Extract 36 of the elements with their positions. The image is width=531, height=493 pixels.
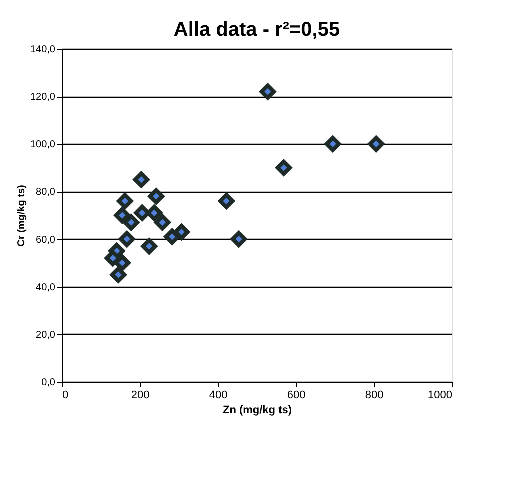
point xyxy=(230,231,248,248)
y-tick-label: 40,0 xyxy=(36,282,56,294)
point xyxy=(164,228,180,246)
x-tick-label: 200 xyxy=(131,390,150,402)
point xyxy=(114,207,131,224)
y-tick-label: 120,0 xyxy=(30,92,56,104)
point xyxy=(218,193,235,210)
y-tick-label: 100,0 xyxy=(30,140,56,151)
y-tick-label: 140,0 xyxy=(30,44,56,56)
point xyxy=(174,224,190,240)
point xyxy=(141,238,158,255)
point xyxy=(324,136,342,152)
x-tick-label: 400 xyxy=(209,390,228,402)
point xyxy=(148,188,165,205)
point xyxy=(260,84,276,100)
y-axis-title: Cr (mg/kg ts) xyxy=(16,185,28,247)
point xyxy=(276,160,292,176)
y-tick-label: 80,0 xyxy=(36,187,56,198)
y-tick-label: 60,0 xyxy=(36,234,56,246)
x-tick-label: 0 xyxy=(62,390,69,402)
x-tick-label: 600 xyxy=(287,390,306,402)
point xyxy=(146,204,163,222)
point xyxy=(119,231,136,248)
chart-title: Alla data - r²=0,55 xyxy=(174,19,340,41)
x-tick-label: 1000 xyxy=(428,390,452,402)
point xyxy=(154,214,171,231)
point xyxy=(133,172,150,188)
point xyxy=(123,214,140,231)
y-tick-label: 0,0 xyxy=(42,378,56,388)
point xyxy=(117,193,134,210)
x-tick-label: 800 xyxy=(365,390,384,402)
y-tick-label: 20,0 xyxy=(36,330,56,341)
x-axis-title: Zn (mg/kg ts) xyxy=(222,404,292,416)
point xyxy=(368,136,384,152)
point xyxy=(134,204,150,222)
point xyxy=(110,266,127,284)
